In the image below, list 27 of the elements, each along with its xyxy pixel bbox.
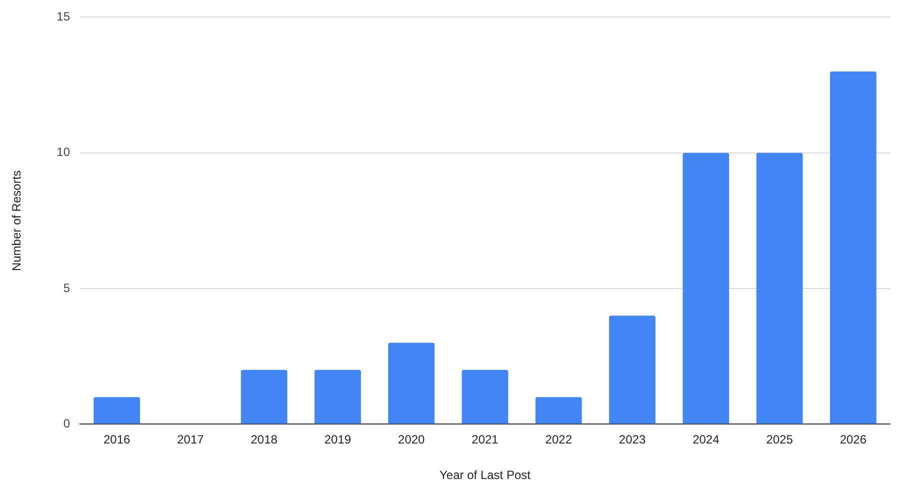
bar [240, 370, 288, 424]
x-tick-label: 2019 [324, 432, 352, 447]
x-tick-label: 2024 [692, 432, 720, 447]
x-tick-label: 2016 [103, 432, 130, 447]
x-tick-label: 2026 [840, 432, 867, 447]
bar [609, 316, 656, 424]
x-tick-label: 2021 [472, 432, 499, 447]
x-tick-label: 2023 [618, 432, 646, 447]
bar [94, 397, 140, 424]
y-axis-title: Number of Resorts [10, 170, 24, 272]
bar [462, 370, 508, 424]
x-tick-label: 2020 [398, 432, 426, 447]
bar [830, 71, 876, 424]
bar [388, 342, 435, 424]
bar [314, 370, 361, 424]
x-tick-label: 2018 [250, 432, 278, 447]
bar [682, 152, 730, 424]
bar [756, 152, 803, 424]
y-tick-label: 15 [56, 10, 70, 24]
x-axis-title: Year of Last Post [440, 468, 532, 482]
x-tick-label: 2022 [545, 432, 572, 447]
bar [535, 397, 582, 424]
x-tick-label: 2017 [177, 432, 204, 447]
y-tick-label: 0 [63, 416, 70, 431]
x-tick-label: 2025 [766, 432, 794, 447]
y-tick-label: 10 [56, 145, 70, 160]
y-tick-label: 5 [63, 280, 70, 295]
